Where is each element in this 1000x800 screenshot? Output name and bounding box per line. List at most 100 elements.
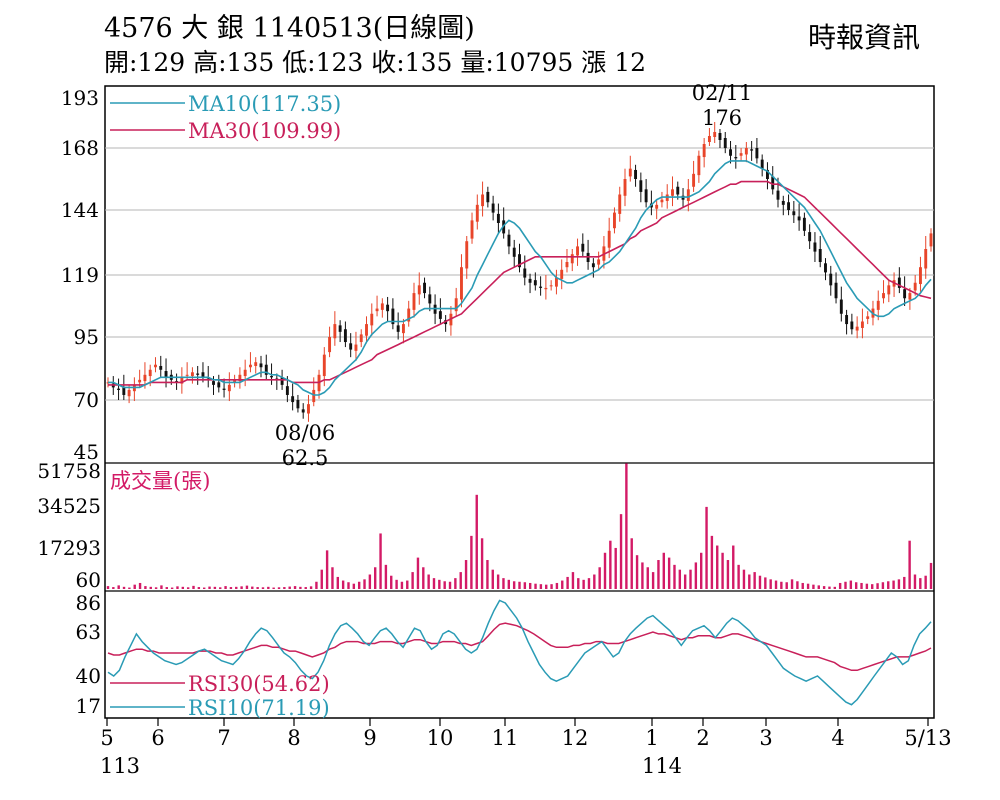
candle-body: [291, 396, 295, 403]
candle-body: [554, 277, 558, 287]
candle-body: [401, 324, 405, 334]
volume-bar: [400, 581, 404, 589]
candle-body: [634, 169, 638, 179]
candle-body: [396, 325, 400, 332]
volume-bar: [443, 581, 446, 589]
volume-bar: [293, 586, 297, 589]
candle-body: [159, 365, 163, 370]
rsi-tick-label: 40: [76, 664, 101, 688]
candle-body: [613, 212, 616, 229]
candle-body: [481, 194, 485, 207]
volume-bar: [561, 580, 564, 589]
volume-bar: [368, 574, 372, 589]
volume-bar: [705, 506, 708, 589]
volume-bar: [790, 579, 794, 589]
volume-bar: [577, 578, 580, 589]
volume-bar: [721, 552, 724, 589]
volume-bar: [374, 567, 377, 589]
volume-bar: [545, 584, 548, 589]
candle-body: [597, 259, 601, 265]
volume-bar: [673, 564, 676, 589]
low-value-annotation: 62.5: [282, 446, 329, 470]
candle-body: [233, 379, 237, 383]
volume-bar: [528, 582, 532, 589]
candle-body: [591, 263, 595, 268]
candle-body: [739, 153, 743, 156]
x-tick-label: 5/13: [904, 726, 951, 750]
candle-body: [539, 286, 543, 288]
candle-body: [486, 191, 490, 203]
candle-body: [138, 379, 142, 383]
volume-bar: [838, 582, 842, 589]
x-tick-label: 12: [562, 726, 589, 750]
volume-tick-label: 17293: [37, 536, 101, 560]
candle-body: [117, 388, 121, 390]
volume-bar: [641, 562, 644, 589]
candle-body: [243, 369, 247, 377]
candle-body: [792, 211, 796, 216]
volume-bar: [106, 586, 110, 589]
candle-body: [671, 189, 674, 196]
candle-body: [618, 194, 622, 214]
candle-body: [623, 179, 627, 196]
candle-body: [660, 199, 664, 203]
candle-body: [866, 316, 870, 319]
volume-bar: [154, 587, 158, 589]
candle-body: [343, 329, 347, 343]
volume-bar: [614, 547, 617, 589]
volume-bar: [753, 572, 756, 589]
volume-bar: [320, 569, 323, 589]
candle-body: [528, 278, 532, 283]
rsi-tick-label: 17: [76, 694, 101, 718]
volume-bar: [785, 582, 788, 589]
volume-bar: [149, 586, 152, 589]
price-tick-label: 95: [74, 325, 99, 349]
volume-bar: [459, 572, 462, 589]
candle-body: [755, 148, 759, 159]
volume-bar: [582, 579, 585, 589]
candle-body: [834, 282, 838, 299]
candle-body: [850, 321, 854, 330]
volume-bar: [555, 582, 559, 589]
candle-body: [845, 315, 849, 325]
volume-bar: [475, 494, 478, 589]
candle-body: [270, 376, 273, 378]
candle-body: [254, 362, 258, 366]
rsi-legend-label: RSI10(71.19): [188, 696, 330, 720]
candle-body: [718, 133, 722, 140]
candle-body: [644, 189, 648, 203]
volume-bar: [432, 578, 436, 589]
volume-bar: [186, 587, 190, 589]
volume-bar: [181, 586, 185, 589]
candle-body: [312, 389, 316, 403]
candle-body: [855, 326, 859, 331]
candle-body: [259, 363, 263, 368]
candle-body: [692, 173, 696, 187]
volume-bar: [235, 586, 238, 589]
volume-bar: [619, 514, 623, 589]
plot-frame: [104, 85, 935, 719]
volume-bar: [256, 587, 259, 589]
candle-body: [496, 213, 500, 223]
volume-bar: [347, 582, 350, 589]
candle-body: [518, 254, 521, 268]
candle-body: [729, 149, 732, 156]
candle-body: [386, 304, 390, 312]
volume-bar: [518, 581, 521, 589]
candle-body: [296, 400, 300, 409]
price-tick-label: 193: [61, 86, 99, 110]
volume-bar: [261, 587, 265, 589]
candle-body: [802, 217, 806, 231]
volume-bar: [128, 587, 131, 589]
x-tick-label: 6: [151, 726, 164, 750]
x-tick-label: 2: [696, 726, 709, 750]
candle-body: [248, 364, 252, 368]
volume-bar: [833, 586, 837, 589]
candle-body: [307, 404, 310, 414]
volume-bar: [304, 587, 307, 589]
volume-bar: [662, 552, 665, 589]
volume-bar: [454, 578, 457, 589]
legend-label: MA10(117.35): [188, 92, 341, 116]
volume-bar: [822, 586, 826, 589]
volume-bar: [716, 545, 719, 589]
